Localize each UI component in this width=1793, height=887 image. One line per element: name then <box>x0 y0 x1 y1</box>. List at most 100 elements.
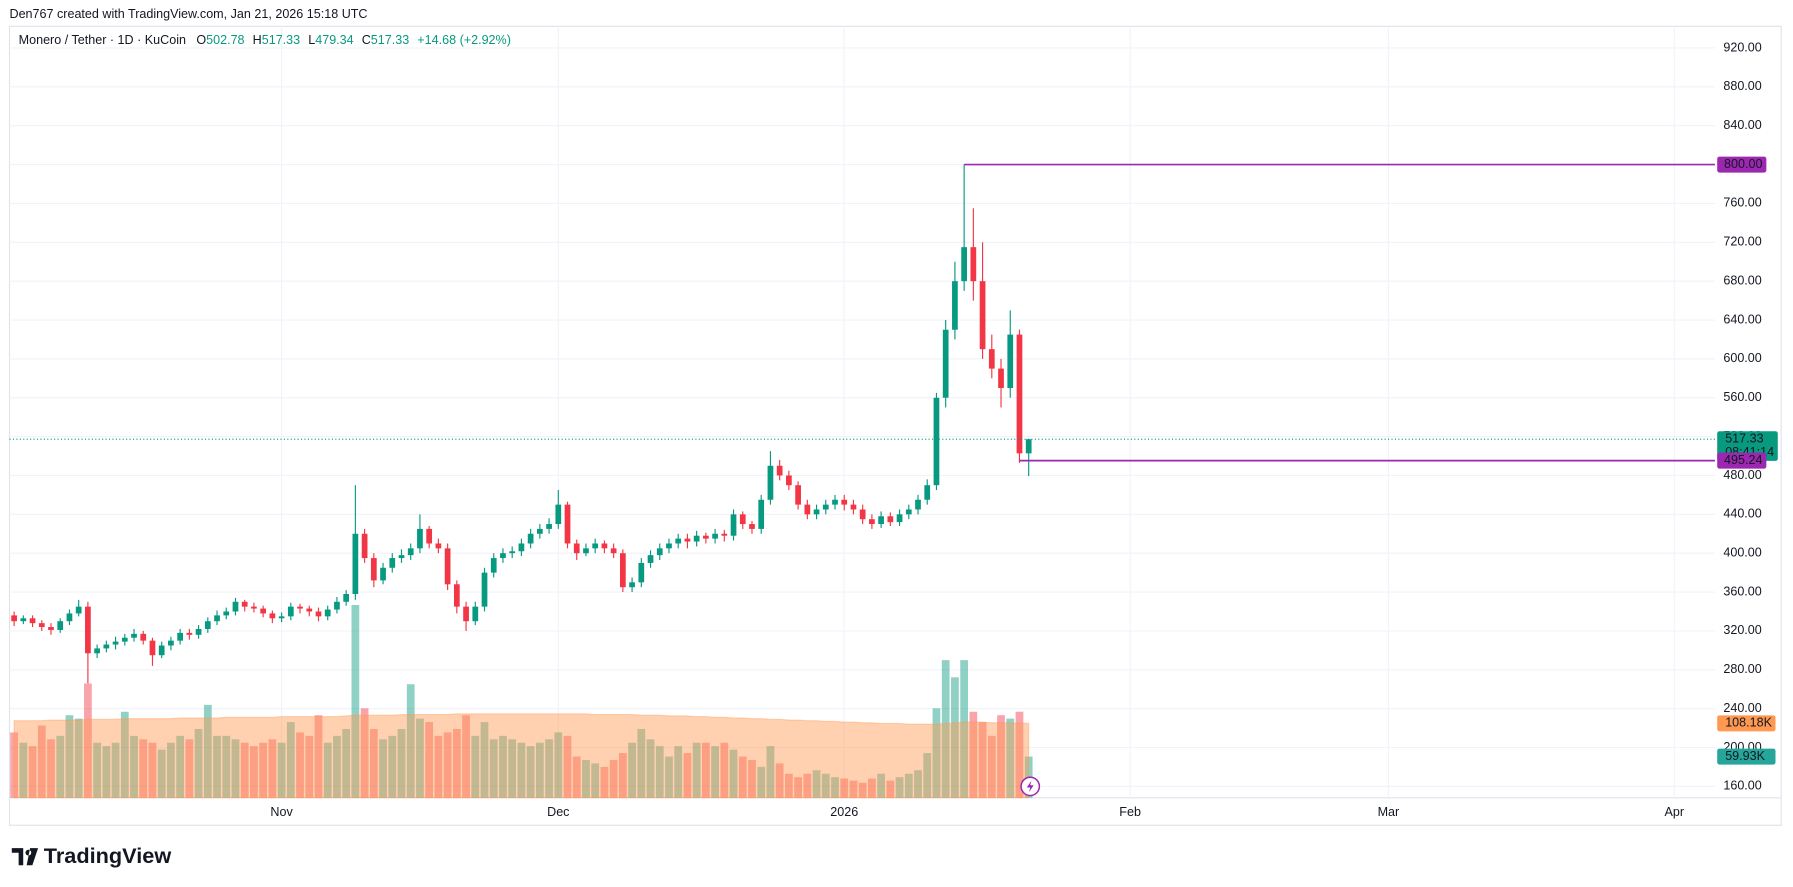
volume-bar <box>849 780 858 798</box>
volume-bar <box>480 722 489 798</box>
candle-body <box>786 475 792 486</box>
volume-bar <box>416 718 424 798</box>
candle-body <box>186 632 193 635</box>
y-tick-label: 400.00 <box>1723 546 1761 560</box>
volume-bar <box>56 735 65 798</box>
brand-logo: TradingView <box>11 843 171 868</box>
candle-body <box>804 504 811 515</box>
candle-body <box>869 519 875 525</box>
volume-bar <box>406 684 415 798</box>
candle-body <box>859 509 866 520</box>
candle-body <box>850 504 857 510</box>
volume-bar <box>194 728 203 798</box>
chart-frame <box>8 25 1782 826</box>
volume-bar <box>951 677 959 798</box>
volume-bar <box>93 742 101 798</box>
volume-bar <box>582 759 590 798</box>
level-tag <box>1717 452 1767 469</box>
volume-bar <box>185 739 194 798</box>
candle-body <box>942 329 949 398</box>
volume-bar <box>997 715 1005 798</box>
candle-body <box>260 608 267 614</box>
candle-body <box>527 533 534 544</box>
candle-body <box>573 543 580 554</box>
volume-pane <box>10 605 1033 799</box>
last-price-label: 517.33 <box>1725 432 1763 446</box>
candle-body <box>841 499 848 505</box>
y-tick-label: 320.00 <box>1723 623 1761 637</box>
candle-body <box>564 504 571 544</box>
candle-body <box>20 618 27 622</box>
y-tick-label: 640.00 <box>1723 312 1761 326</box>
volume-bar <box>969 711 978 798</box>
candle-body <box>795 485 801 505</box>
volume-bar <box>803 773 812 798</box>
candle-body <box>278 616 285 619</box>
volume-bar <box>923 753 932 798</box>
volume-bar <box>397 728 406 798</box>
y-tick-label: 560.00 <box>1723 390 1761 404</box>
volume-bar <box>609 759 618 798</box>
candle-body <box>195 628 202 635</box>
candle-body <box>444 548 451 585</box>
candle-body <box>75 606 82 614</box>
candle-body <box>647 555 654 563</box>
x-tick-label: Dec <box>547 805 569 819</box>
candle-body <box>952 281 958 330</box>
y-tick-label: 720.00 <box>1723 235 1761 249</box>
volume-bar <box>74 718 83 798</box>
candle-body <box>924 485 931 500</box>
candle-body <box>417 528 423 549</box>
volume-bar <box>757 766 766 798</box>
candle-body <box>656 548 663 556</box>
volume-bar <box>314 715 323 798</box>
volume-bar <box>286 722 295 798</box>
volume-bar <box>628 742 636 798</box>
candle-body <box>546 524 552 529</box>
candle-body <box>620 553 626 588</box>
candle-body <box>887 516 894 523</box>
volume-bar <box>895 777 904 798</box>
volume-ma-area <box>13 713 1030 799</box>
volume-bar <box>785 773 793 798</box>
volume-bar <box>692 742 701 798</box>
volume-bar <box>499 735 507 798</box>
volume-bar <box>452 728 461 798</box>
volume-bar <box>720 742 729 798</box>
candle-body <box>1007 334 1014 389</box>
volume-bar <box>296 732 304 798</box>
volume-bar <box>711 746 719 798</box>
candle-body <box>463 606 469 622</box>
candle-body <box>758 499 765 529</box>
candle-body <box>177 632 183 641</box>
volume-bar <box>618 753 627 798</box>
x-tick-label: Nov <box>270 805 293 819</box>
volume-bar <box>683 753 692 798</box>
candle-body <box>435 543 442 549</box>
candle-body <box>232 601 239 612</box>
volume-bar <box>748 759 756 798</box>
volume-bar <box>351 605 360 798</box>
candle-body <box>48 627 54 630</box>
candle-body <box>1025 439 1032 454</box>
x-tick-label: Apr <box>1665 805 1685 819</box>
candle-body <box>121 637 128 642</box>
volume-bar <box>646 739 655 798</box>
candle-body <box>905 509 912 515</box>
volume-bar <box>914 770 922 798</box>
candle-body <box>38 623 45 628</box>
candle-body <box>269 613 276 619</box>
volume-bar <box>858 782 867 798</box>
volume-bar <box>148 742 157 798</box>
candle-body <box>103 644 110 649</box>
volume-bar <box>259 742 268 798</box>
volume-bar <box>231 739 240 798</box>
y-tick-label: 680.00 <box>1723 273 1761 287</box>
candle-body <box>490 558 497 573</box>
legend-h-label: H <box>253 33 262 47</box>
volume-bar <box>637 728 646 798</box>
candle-body <box>933 397 940 486</box>
replay-icon <box>1020 776 1041 797</box>
volume-bar <box>517 742 526 798</box>
